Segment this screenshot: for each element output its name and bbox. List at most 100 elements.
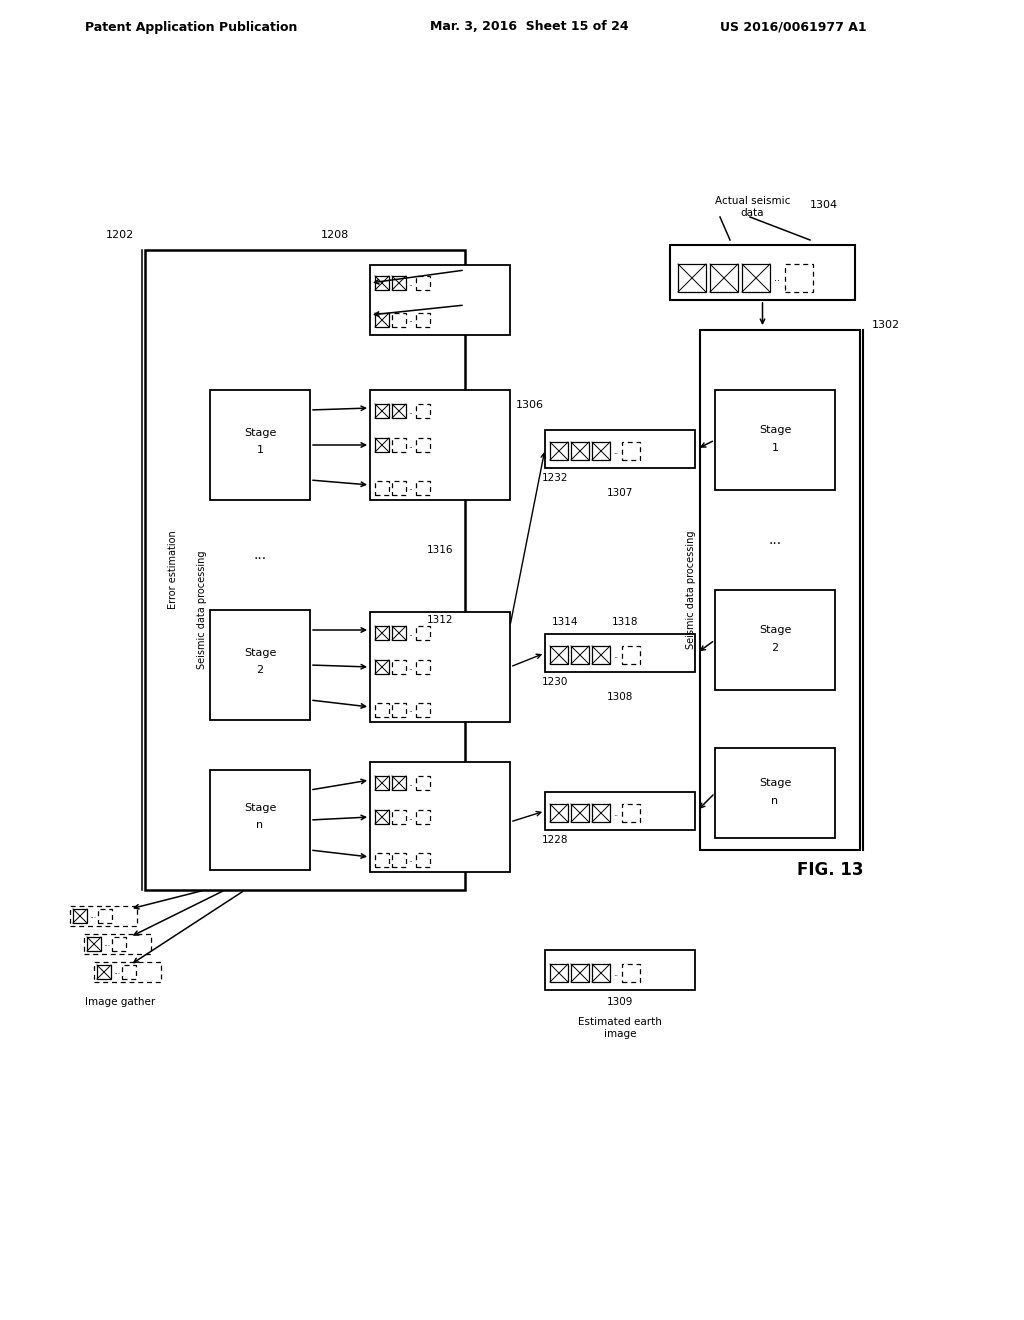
Bar <box>392 626 406 640</box>
Bar <box>416 853 430 867</box>
Bar <box>392 776 406 789</box>
Bar <box>375 313 389 327</box>
Bar <box>370 389 510 500</box>
Text: ..: .. <box>613 808 618 817</box>
Bar <box>210 389 310 500</box>
Bar <box>550 645 568 664</box>
Text: US 2016/0061977 A1: US 2016/0061977 A1 <box>720 21 866 33</box>
Bar <box>715 748 835 838</box>
Bar <box>550 964 568 982</box>
Bar <box>715 590 835 690</box>
Text: ..: .. <box>408 813 413 821</box>
Bar <box>392 660 406 675</box>
Text: ...: ... <box>768 533 781 546</box>
Bar <box>375 704 389 717</box>
Text: ...: ... <box>103 940 111 949</box>
Text: 1312: 1312 <box>427 615 454 624</box>
Text: 1318: 1318 <box>611 616 638 627</box>
Bar <box>622 442 640 459</box>
Bar <box>678 264 706 292</box>
Text: FIG. 13: FIG. 13 <box>797 861 863 879</box>
Bar <box>416 480 430 495</box>
Text: 1308: 1308 <box>607 692 633 702</box>
Bar <box>592 964 610 982</box>
Bar <box>370 762 510 873</box>
Text: 1208: 1208 <box>321 230 349 240</box>
Text: Actual seismic
data: Actual seismic data <box>715 197 791 218</box>
Bar <box>670 246 855 300</box>
Bar <box>571 964 589 982</box>
Bar <box>375 853 389 867</box>
Bar <box>370 612 510 722</box>
Bar <box>112 937 126 950</box>
Bar <box>416 313 430 327</box>
Bar <box>571 645 589 664</box>
Text: ...: ... <box>89 912 96 920</box>
Bar <box>545 792 695 830</box>
Bar <box>392 810 406 824</box>
Bar <box>210 610 310 719</box>
Text: ..: .. <box>408 441 413 450</box>
Text: 2: 2 <box>256 665 263 675</box>
Bar <box>571 804 589 822</box>
Bar <box>392 276 406 290</box>
Text: ..: .. <box>613 651 618 660</box>
Text: n: n <box>256 820 263 830</box>
Bar <box>122 965 136 979</box>
Text: ..: .. <box>408 315 413 325</box>
Text: 1232: 1232 <box>542 473 568 483</box>
Text: Seismic data processing: Seismic data processing <box>686 531 696 649</box>
Text: Stage: Stage <box>759 425 792 436</box>
Bar <box>84 935 151 954</box>
Text: 1306: 1306 <box>516 400 544 411</box>
Bar <box>416 704 430 717</box>
Bar <box>622 804 640 822</box>
Text: 1316: 1316 <box>427 545 454 554</box>
Bar <box>416 776 430 789</box>
Bar <box>190 330 375 890</box>
Text: Stage: Stage <box>244 648 276 657</box>
Text: 2: 2 <box>771 643 778 653</box>
Bar <box>416 660 430 675</box>
Bar <box>416 276 430 290</box>
Bar <box>592 645 610 664</box>
Bar <box>550 442 568 459</box>
Text: Image gather: Image gather <box>85 997 155 1007</box>
Text: 1228: 1228 <box>542 836 568 845</box>
Text: Mar. 3, 2016  Sheet 15 of 24: Mar. 3, 2016 Sheet 15 of 24 <box>430 21 629 33</box>
Bar <box>392 704 406 717</box>
Text: ..: .. <box>408 407 413 416</box>
Text: ..: .. <box>408 628 413 638</box>
Bar <box>545 430 695 469</box>
Bar <box>392 313 406 327</box>
Bar <box>545 950 695 990</box>
Text: ..: .. <box>408 855 413 865</box>
Bar <box>375 626 389 640</box>
Bar <box>145 249 465 890</box>
Bar <box>375 660 389 675</box>
Bar <box>370 265 510 335</box>
Text: 1: 1 <box>256 445 263 455</box>
Text: ..: .. <box>408 779 413 788</box>
Text: Patent Application Publication: Patent Application Publication <box>85 21 297 33</box>
Text: 1202: 1202 <box>105 230 134 240</box>
Bar <box>550 804 568 822</box>
Text: Stage: Stage <box>244 803 276 813</box>
Bar <box>785 264 813 292</box>
Text: Stage: Stage <box>244 428 276 438</box>
Bar <box>73 909 87 923</box>
Bar <box>715 389 835 490</box>
Bar <box>392 853 406 867</box>
Text: ...: ... <box>253 548 266 562</box>
Bar <box>375 776 389 789</box>
Bar <box>545 634 695 672</box>
Bar <box>375 438 389 451</box>
Bar <box>94 962 161 982</box>
Bar <box>98 909 112 923</box>
Text: ..: .. <box>774 273 780 282</box>
Text: ..: .. <box>613 969 618 978</box>
Text: Stage: Stage <box>759 777 792 788</box>
Bar <box>571 442 589 459</box>
Text: ..: .. <box>408 483 413 492</box>
Text: Estimated earth
image: Estimated earth image <box>579 1018 662 1039</box>
